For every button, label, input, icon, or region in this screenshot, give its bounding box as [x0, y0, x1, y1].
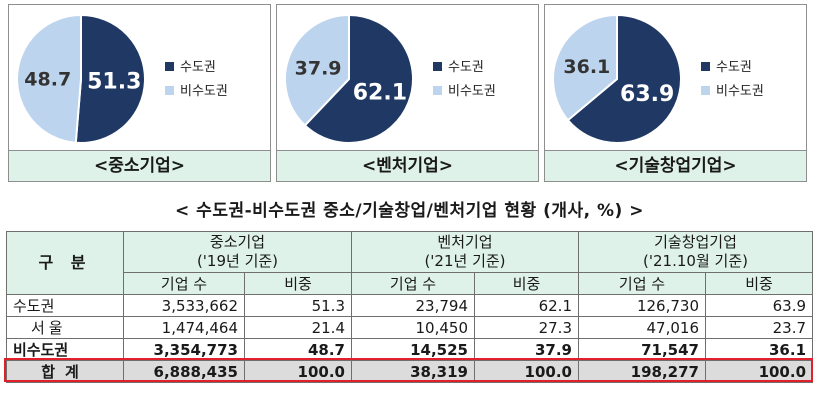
cell: 198,277 — [578, 360, 706, 383]
pie-slice-capital — [74, 13, 146, 144]
cell: 3,354,773 — [123, 338, 245, 361]
row-label: 서울 — [6, 316, 124, 339]
cell: 23,794 — [351, 294, 475, 317]
legend-swatch — [165, 86, 174, 95]
pie-caption-venture: <벤처기업> — [277, 150, 538, 181]
cell: 100.0 — [244, 360, 352, 383]
pie-slice-capital — [303, 13, 414, 144]
status-table: 구 분 중소기업 ('19년 기준) 벤처기업 ('21년 기준) 기술창업기업 ('… — [6, 231, 814, 383]
legend-label: 비수도권 — [716, 84, 764, 99]
legend-label: 비수도권 — [180, 84, 228, 99]
pie-slice-noncapital — [16, 13, 82, 144]
cell: 14,525 — [351, 338, 475, 361]
cell: 100.0 — [704, 360, 814, 383]
legend-label: 수도권 — [180, 60, 216, 75]
pie-value-label: 36.1 — [563, 56, 610, 78]
legend-swatch — [165, 62, 174, 71]
subheader-ratio: 비중 — [474, 272, 579, 295]
subheader-ratio: 비중 — [704, 272, 814, 295]
legend-swatch — [433, 86, 442, 95]
header-group-venture: 벤처기업 ('21년 기준) — [351, 231, 579, 273]
legend-label: 수도권 — [716, 60, 752, 75]
legend-swatch — [701, 86, 710, 95]
legend-swatch — [433, 62, 442, 71]
cell: 3,533,662 — [123, 294, 245, 317]
pie-slice-noncapital — [284, 13, 350, 127]
cell: 6,888,435 — [123, 360, 245, 383]
cell: 1,474,464 — [123, 316, 245, 339]
table-subtitle: < 수도권-비수도권 중소/기술창업/벤처기업 현황 (개사, %) > — [175, 201, 644, 221]
subheader-ratio: 비중 — [244, 272, 352, 295]
header-group-sme: 중소기업 ('19년 기준) — [123, 231, 352, 273]
pie-slice-noncapital — [552, 13, 618, 122]
header-gubun: 구 분 — [6, 231, 124, 295]
table-row: 서울 1,474,464 21.4 10,450 27.3 47,016 23.… — [6, 316, 814, 339]
cell: 62.1 — [474, 294, 579, 317]
cell: 21.4 — [244, 316, 352, 339]
cell: 10,450 — [351, 316, 475, 339]
cell: 37.9 — [474, 338, 579, 361]
subheader-count: 기업 수 — [578, 272, 706, 295]
legend-swatch — [701, 62, 710, 71]
cell: 38,319 — [351, 360, 475, 383]
cell: 23.7 — [704, 316, 814, 339]
pie-slice-capital — [566, 13, 682, 144]
cell: 63.9 — [704, 294, 814, 317]
pie-value-label: 48.7 — [24, 69, 71, 91]
pie-value-label: 63.9 — [620, 82, 674, 107]
cell: 48.7 — [244, 338, 352, 361]
subheader-count: 기업 수 — [123, 272, 245, 295]
cell: 100.0 — [474, 360, 579, 383]
row-label: 비수도권 — [6, 338, 124, 361]
cell: 51.3 — [244, 294, 352, 317]
table-row-total: 합계 6,888,435 100.0 38,319 100.0 198,277 … — [6, 360, 814, 383]
legend-label: 수도권 — [448, 60, 484, 75]
header-group-tech-startup: 기술창업기업 ('21.10월 기준) — [577, 231, 814, 273]
subheader-count: 기업 수 — [351, 272, 475, 295]
row-label: 합계 — [6, 360, 124, 383]
cell: 47,016 — [578, 316, 706, 339]
legend-label: 비수도권 — [448, 84, 496, 99]
table-row: 수도권 3,533,662 51.3 23,794 62.1 126,730 6… — [6, 294, 814, 317]
pie-value-label: 51.3 — [87, 69, 141, 94]
table-row-highlighted: 비수도권 3,354,773 48.7 14,525 37.9 71,547 3… — [6, 338, 814, 361]
pie-value-label: 37.9 — [295, 58, 342, 80]
row-label: 수도권 — [6, 294, 124, 317]
cell: 27.3 — [474, 316, 579, 339]
pie-caption-tech-startup: <기술창업기업> — [545, 150, 806, 181]
pie-caption-sme: <중소기업> — [9, 150, 270, 181]
cell: 71,547 — [578, 338, 706, 361]
cell: 126,730 — [578, 294, 706, 317]
cell: 36.1 — [704, 338, 814, 361]
pie-value-label: 62.1 — [353, 80, 407, 105]
